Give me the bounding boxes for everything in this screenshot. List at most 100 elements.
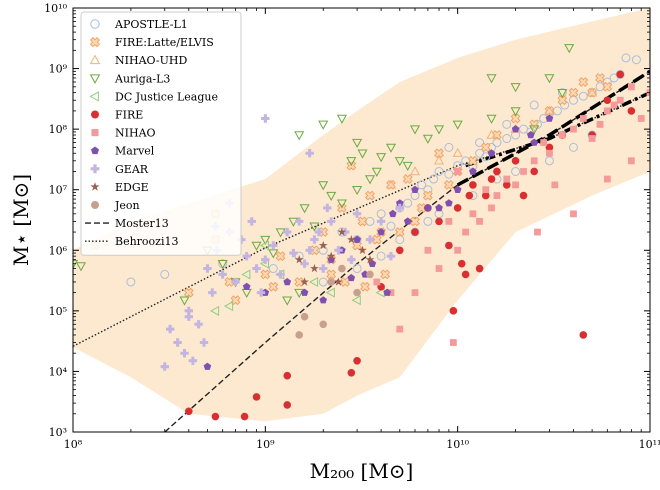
data-point xyxy=(261,114,270,123)
data-point xyxy=(396,325,404,333)
data-point xyxy=(402,174,413,184)
data-point xyxy=(424,246,432,254)
data-point xyxy=(387,289,395,297)
legend-marker xyxy=(90,182,100,191)
data-point xyxy=(445,241,453,250)
data-point xyxy=(487,175,496,183)
data-point xyxy=(558,131,566,139)
legend-entry: NIHAO-UHD xyxy=(89,54,188,67)
data-point xyxy=(353,235,361,243)
data-point xyxy=(308,276,319,288)
data-point xyxy=(334,277,343,286)
data-point xyxy=(410,216,420,227)
data-point xyxy=(443,180,454,190)
data-point xyxy=(433,125,445,135)
data-point xyxy=(300,277,309,286)
data-point xyxy=(385,143,397,153)
data-point xyxy=(530,157,538,165)
data-point xyxy=(188,356,198,365)
data-point xyxy=(552,106,562,116)
data-point xyxy=(365,190,375,201)
data-point xyxy=(352,186,363,196)
data-point xyxy=(247,217,256,226)
data-point xyxy=(347,368,356,377)
data-point xyxy=(251,241,262,251)
scatter-band xyxy=(73,8,650,422)
data-point xyxy=(444,142,454,152)
data-point xyxy=(347,273,356,282)
legend-label: NIHAO-UHD xyxy=(115,54,188,67)
legend-label: Behroozi13 xyxy=(115,235,179,248)
data-point xyxy=(529,125,540,135)
legend-entry: FIRE xyxy=(91,109,143,122)
data-point xyxy=(223,301,234,312)
data-point xyxy=(469,167,477,175)
data-point xyxy=(527,131,535,139)
legend-entry: APOSTLE-L1 xyxy=(90,18,188,31)
data-point xyxy=(409,125,421,135)
data-point xyxy=(310,235,319,244)
data-point xyxy=(512,181,519,189)
data-point xyxy=(546,149,553,157)
series-edge xyxy=(294,227,375,286)
data-point xyxy=(352,209,362,218)
data-point xyxy=(503,175,511,183)
data-point xyxy=(557,89,568,99)
data-point xyxy=(627,107,636,115)
data-point xyxy=(486,74,497,84)
data-point xyxy=(568,95,578,105)
data-point xyxy=(409,166,421,176)
data-point xyxy=(616,96,624,104)
data-point xyxy=(294,277,305,287)
data-point xyxy=(385,179,397,189)
data-point xyxy=(365,216,375,226)
data-point xyxy=(476,217,483,225)
data-point xyxy=(615,69,625,79)
data-point xyxy=(493,167,501,176)
data-point xyxy=(334,246,343,255)
legend-marker xyxy=(90,19,100,29)
legend-entry: EDGE xyxy=(90,181,149,194)
data-point xyxy=(403,217,412,225)
data-point xyxy=(469,210,477,218)
data-point xyxy=(173,338,182,347)
data-point xyxy=(353,356,361,365)
data-point xyxy=(252,393,261,401)
y-axis-title: M⋆ [M⊙] xyxy=(9,174,33,266)
data-point xyxy=(310,263,319,273)
data-point xyxy=(445,199,453,207)
data-point xyxy=(493,192,501,199)
data-point xyxy=(510,107,521,117)
x-tick-label: 10⁹ xyxy=(256,438,275,451)
legend-label: Auriga-L3 xyxy=(114,72,170,85)
legend-label: EDGE xyxy=(115,181,149,194)
data-point xyxy=(268,264,278,274)
data-point xyxy=(241,269,251,280)
data-point xyxy=(376,251,386,261)
data-point xyxy=(551,181,559,189)
data-point xyxy=(319,264,328,273)
data-point xyxy=(435,217,443,226)
legend-entry: Moster13 xyxy=(85,217,169,230)
legend-marker xyxy=(91,129,99,137)
data-point xyxy=(422,134,433,144)
data-point xyxy=(602,81,613,92)
data-point xyxy=(511,125,520,133)
data-point xyxy=(230,295,241,306)
data-point xyxy=(318,277,328,287)
legend-entry: DC Justice League xyxy=(89,90,218,103)
data-point xyxy=(199,338,209,347)
data-point xyxy=(394,157,405,167)
data-point xyxy=(389,209,397,218)
data-point xyxy=(294,131,305,141)
data-point xyxy=(469,181,477,189)
data-point xyxy=(184,312,193,321)
x-axis-title: M₂₀₀ [M⊙] xyxy=(310,459,414,483)
data-point xyxy=(568,142,578,152)
data-point xyxy=(289,248,298,258)
data-point xyxy=(481,191,490,200)
data-point xyxy=(208,288,217,297)
data-point xyxy=(603,96,612,105)
data-point xyxy=(534,228,541,236)
